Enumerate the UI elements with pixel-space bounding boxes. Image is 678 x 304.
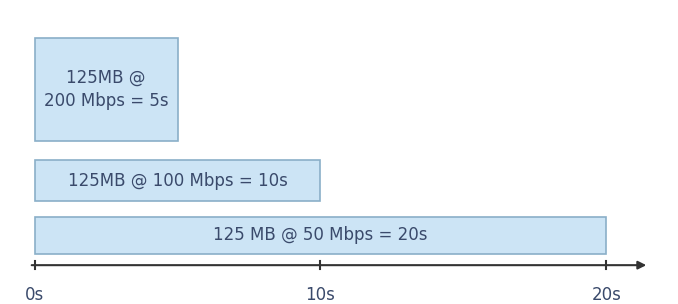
Text: 0s: 0s <box>25 286 44 304</box>
Text: 125MB @
200 Mbps = 5s: 125MB @ 200 Mbps = 5s <box>44 68 168 110</box>
FancyBboxPatch shape <box>35 217 606 254</box>
FancyBboxPatch shape <box>35 38 178 140</box>
FancyBboxPatch shape <box>35 160 321 201</box>
Text: 10s: 10s <box>306 286 336 304</box>
Text: 20s: 20s <box>591 286 621 304</box>
Text: 125MB @ 100 Mbps = 10s: 125MB @ 100 Mbps = 10s <box>68 171 287 190</box>
Text: 125 MB @ 50 Mbps = 20s: 125 MB @ 50 Mbps = 20s <box>213 226 428 244</box>
